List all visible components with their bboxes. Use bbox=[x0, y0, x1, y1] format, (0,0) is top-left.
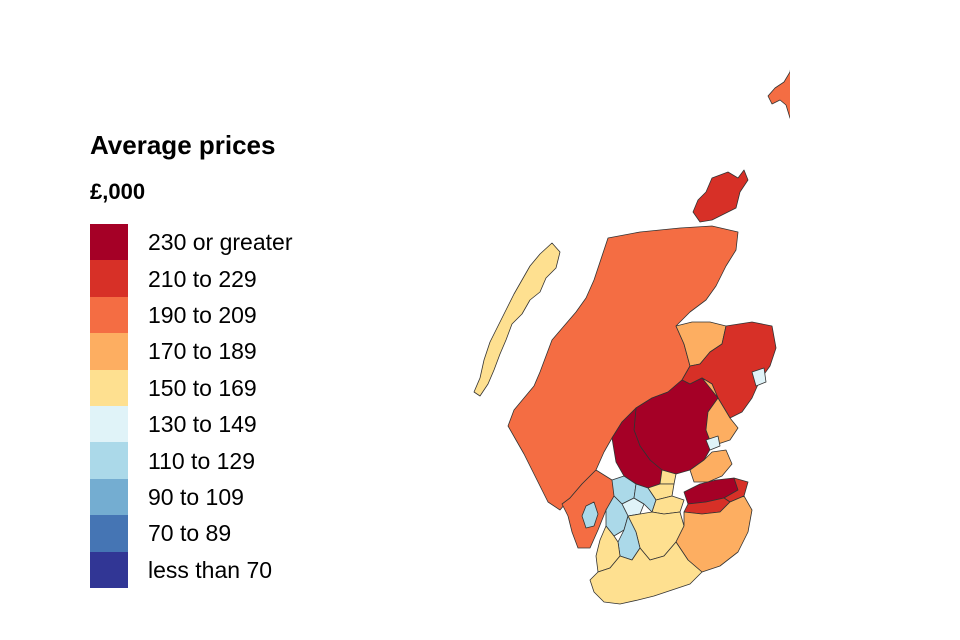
legend-label: less than 70 bbox=[148, 556, 273, 583]
region-dumfries-and-galloway bbox=[589, 541, 703, 605]
legend-swatch bbox=[90, 551, 128, 588]
legend-title: Average prices bbox=[90, 130, 276, 160]
scotland-choropleth-map bbox=[430, 25, 790, 610]
legend-label: 210 to 229 bbox=[148, 265, 257, 292]
legend-swatch bbox=[90, 296, 128, 334]
legend-label: 230 or greater bbox=[148, 229, 293, 256]
legend-item: 170 to 189 bbox=[90, 333, 390, 370]
region-shetland bbox=[767, 69, 790, 119]
region-western-isles bbox=[473, 242, 561, 397]
legend-swatch bbox=[90, 260, 128, 297]
legend-item: 110 to 129 bbox=[90, 442, 390, 479]
legend-label: 90 to 109 bbox=[148, 483, 244, 510]
legend-label: 130 to 149 bbox=[148, 411, 257, 438]
region-dundee bbox=[705, 435, 721, 451]
legend-item: 70 to 89 bbox=[90, 515, 390, 552]
legend-swatch bbox=[90, 442, 128, 479]
legend-list: 230 or greater 210 to 229 190 to 209 170… bbox=[90, 224, 390, 588]
legend-swatch bbox=[90, 333, 128, 370]
map-svg bbox=[473, 69, 790, 605]
region-arran bbox=[581, 501, 599, 529]
region-angus bbox=[701, 377, 739, 447]
map-legend: Average prices £,000 230 or greater 210 … bbox=[90, 128, 390, 588]
legend-item: less than 70 bbox=[90, 551, 390, 588]
legend-label: 150 to 169 bbox=[148, 374, 257, 401]
legend-item: 190 to 209 bbox=[90, 296, 390, 334]
legend-swatch bbox=[90, 515, 128, 552]
legend-unit: £,000 bbox=[90, 179, 146, 204]
legend-item: 130 to 149 bbox=[90, 405, 390, 443]
legend-label: 170 to 189 bbox=[148, 338, 257, 365]
region-orkney bbox=[692, 169, 749, 223]
legend-label: 190 to 209 bbox=[148, 301, 257, 328]
legend-swatch bbox=[90, 224, 128, 261]
legend-label: 110 to 129 bbox=[148, 447, 256, 474]
legend-item: 210 to 229 bbox=[90, 260, 390, 297]
legend-label: 70 to 89 bbox=[148, 520, 232, 547]
legend-swatch bbox=[90, 478, 128, 516]
region-fife bbox=[689, 449, 733, 483]
legend-swatch bbox=[90, 405, 128, 443]
region-aberdeen-city bbox=[751, 367, 767, 387]
legend-swatch bbox=[90, 369, 128, 406]
legend-item: 90 to 109 bbox=[90, 478, 390, 516]
legend-item: 230 or greater bbox=[90, 224, 390, 261]
legend-item: 150 to 169 bbox=[90, 369, 390, 406]
